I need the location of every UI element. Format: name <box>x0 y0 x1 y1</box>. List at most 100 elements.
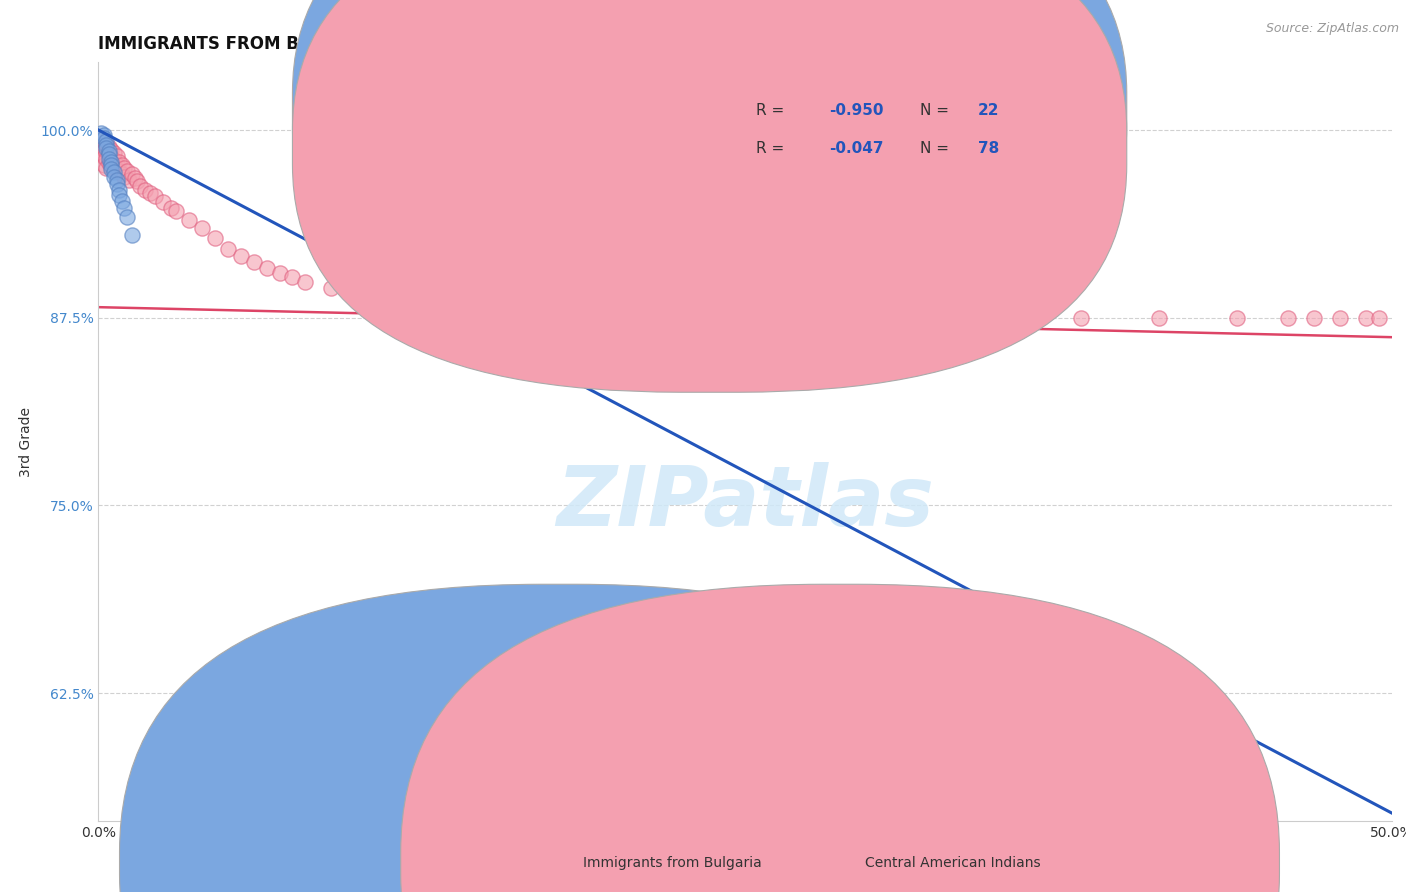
Point <box>96 161 118 175</box>
Point <box>811 310 834 325</box>
Point <box>93 130 115 145</box>
Point <box>423 300 446 314</box>
Point <box>93 135 115 149</box>
Point <box>139 186 162 200</box>
Point <box>97 147 120 161</box>
Point <box>105 172 128 186</box>
Text: R =: R = <box>755 103 789 118</box>
FancyBboxPatch shape <box>292 0 1126 354</box>
Text: -0.047: -0.047 <box>830 141 884 155</box>
Point <box>103 145 125 160</box>
Point <box>915 310 938 325</box>
Point <box>1303 310 1326 325</box>
Point <box>1226 310 1249 325</box>
Point <box>108 183 131 197</box>
Point <box>121 167 143 181</box>
Text: IMMIGRANTS FROM BULGARIA VS CENTRAL AMERICAN INDIAN 3RD GRADE CORRELATION CHART: IMMIGRANTS FROM BULGARIA VS CENTRAL AMER… <box>98 35 1000 53</box>
Point <box>90 138 112 153</box>
Point <box>152 195 174 210</box>
Point <box>100 154 122 169</box>
Point <box>1277 310 1299 325</box>
Point <box>294 275 316 289</box>
Point <box>93 128 115 142</box>
Point <box>96 152 118 166</box>
Point <box>105 177 128 191</box>
Point <box>118 172 141 186</box>
Point <box>127 174 149 188</box>
Y-axis label: 3rd Grade: 3rd Grade <box>18 407 32 476</box>
Point <box>527 309 550 323</box>
Point <box>115 210 138 224</box>
Point <box>111 194 134 208</box>
Point <box>100 150 122 164</box>
Text: N =: N = <box>920 103 953 118</box>
Point <box>346 286 368 301</box>
Point <box>128 178 150 193</box>
Point <box>103 153 125 167</box>
Point <box>121 228 143 243</box>
Text: N =: N = <box>920 141 953 155</box>
Text: -0.950: -0.950 <box>830 103 884 118</box>
Text: R =: R = <box>755 141 789 155</box>
Text: Source: ZipAtlas.com: Source: ZipAtlas.com <box>1265 22 1399 36</box>
Point <box>605 310 627 325</box>
Point <box>709 310 731 325</box>
Point <box>657 310 679 325</box>
Point <box>242 255 264 269</box>
Point <box>1368 310 1391 325</box>
Point <box>96 141 118 155</box>
Point <box>1070 310 1092 325</box>
Point <box>108 187 131 202</box>
Point <box>630 310 652 325</box>
Point <box>579 310 602 325</box>
Point <box>501 308 523 322</box>
Point <box>134 183 156 197</box>
Point <box>204 231 226 245</box>
Point <box>371 291 394 305</box>
Point <box>177 213 200 227</box>
Point <box>256 261 278 276</box>
Point <box>1147 310 1170 325</box>
Point <box>115 163 138 178</box>
Point <box>475 306 498 320</box>
Point <box>108 163 131 178</box>
Point <box>97 144 120 158</box>
Point <box>97 139 120 153</box>
Point <box>1329 310 1351 325</box>
Point <box>90 145 112 160</box>
Point <box>97 147 120 161</box>
Point <box>108 154 131 169</box>
Point <box>143 189 166 203</box>
Point <box>281 270 304 285</box>
Point <box>96 144 118 158</box>
Point <box>321 280 343 294</box>
Point <box>112 201 135 215</box>
Point <box>103 169 125 184</box>
Point <box>165 204 187 219</box>
Point <box>1355 310 1378 325</box>
Point <box>111 157 134 171</box>
Point <box>229 249 252 263</box>
Point <box>100 159 122 173</box>
Point <box>105 157 128 171</box>
Point <box>103 162 125 177</box>
Text: 22: 22 <box>979 103 1000 118</box>
Point <box>97 152 120 166</box>
Text: Central American Indians: Central American Indians <box>865 855 1040 870</box>
Point <box>863 310 886 325</box>
Point <box>160 201 183 215</box>
Point <box>553 309 575 323</box>
Point <box>100 162 122 177</box>
Text: 78: 78 <box>979 141 1000 155</box>
Point <box>103 165 125 179</box>
Point <box>93 150 115 164</box>
Point <box>759 310 782 325</box>
Point <box>96 138 118 153</box>
Point <box>90 126 112 140</box>
Point <box>100 143 122 157</box>
Point <box>450 303 472 318</box>
Point <box>124 171 146 186</box>
Point <box>93 157 115 171</box>
Text: ZIPatlas: ZIPatlas <box>557 462 934 542</box>
Point <box>93 143 115 157</box>
